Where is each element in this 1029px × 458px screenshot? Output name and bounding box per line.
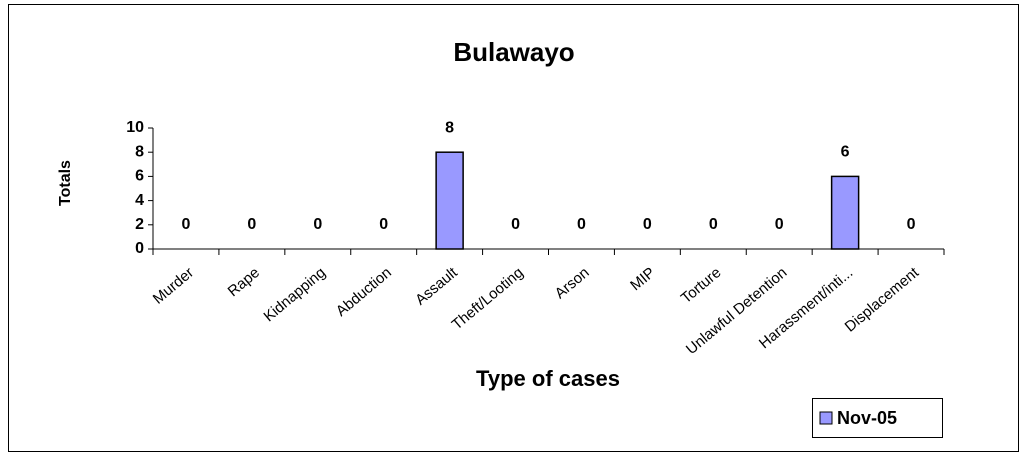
y-tick-label: 2 [135, 216, 144, 233]
data-label: 0 [577, 216, 586, 233]
y-tick-label: 8 [135, 143, 144, 160]
legend-box [812, 398, 943, 438]
data-label: 0 [247, 216, 256, 233]
data-label: 6 [841, 144, 850, 161]
legend-swatch [819, 411, 833, 425]
bar [830, 175, 860, 250]
data-label: 0 [643, 216, 652, 233]
y-tick-label: 10 [126, 119, 144, 136]
data-label: 8 [445, 119, 454, 136]
y-tick-label: 4 [135, 192, 144, 209]
data-label: 0 [313, 216, 322, 233]
data-label: 0 [379, 216, 388, 233]
data-label: 0 [775, 216, 784, 233]
legend-label: Nov-05 [837, 408, 897, 428]
data-label: 0 [709, 216, 718, 233]
data-label: 0 [182, 216, 191, 233]
x-axis-title: Type of cases [476, 366, 620, 391]
data-label: 0 [511, 216, 520, 233]
bar [435, 151, 464, 250]
chart-title: Bulawayo [453, 37, 574, 67]
data-label: 0 [907, 216, 916, 233]
y-tick-label: 6 [135, 168, 144, 185]
y-axis-title: Totals [57, 160, 74, 206]
y-tick-label: 0 [135, 240, 144, 257]
